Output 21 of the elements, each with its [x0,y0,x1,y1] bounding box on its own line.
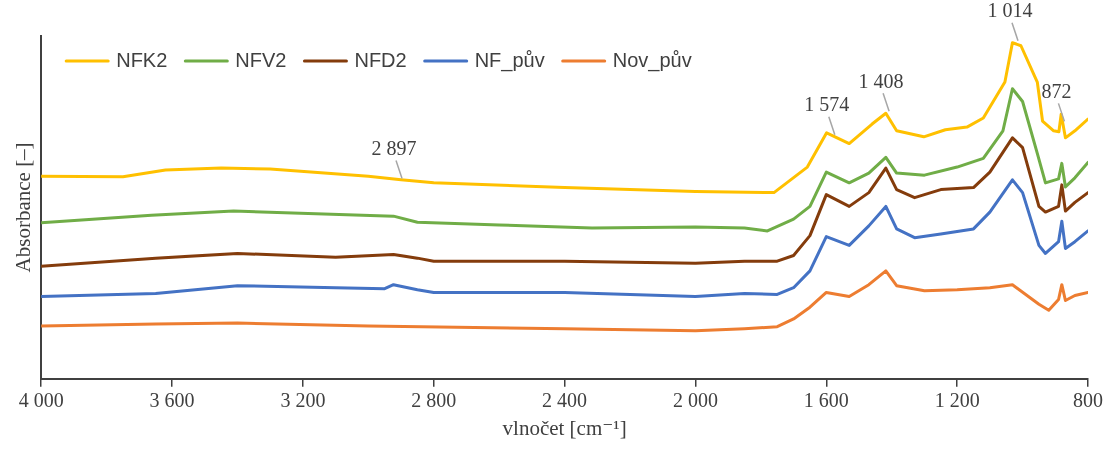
x-tick-label: 4 000 [18,389,64,412]
x-tick-label: 2 400 [542,389,588,412]
annotation: 1 408 [858,69,904,92]
x-axis-title: vlnočet [cm⁻¹] [502,415,627,440]
legend-label: NFK2 [116,48,168,71]
x-tick-label: 3 200 [280,389,326,412]
legend-label: NFV2 [235,48,287,71]
x-tick-label: 1 600 [803,389,849,412]
x-tick-label: 1 200 [934,389,980,412]
annotation: 872 [1041,79,1072,102]
annotation: 2 897 [371,136,417,159]
annotation: 1 014 [987,0,1033,21]
x-tick-label: 800 [1073,389,1103,412]
x-tick-label: 2 000 [672,389,718,412]
y-axis-title: Absorbance [–] [11,142,36,273]
annotation: 1 574 [804,93,850,116]
legend-label: NF_pův [474,48,545,72]
legend-label: NFD2 [354,48,407,71]
x-tick-label: 3 600 [149,389,195,412]
x-tick-label: 2 800 [411,389,457,412]
legend-label: Nov_pův [612,48,692,72]
